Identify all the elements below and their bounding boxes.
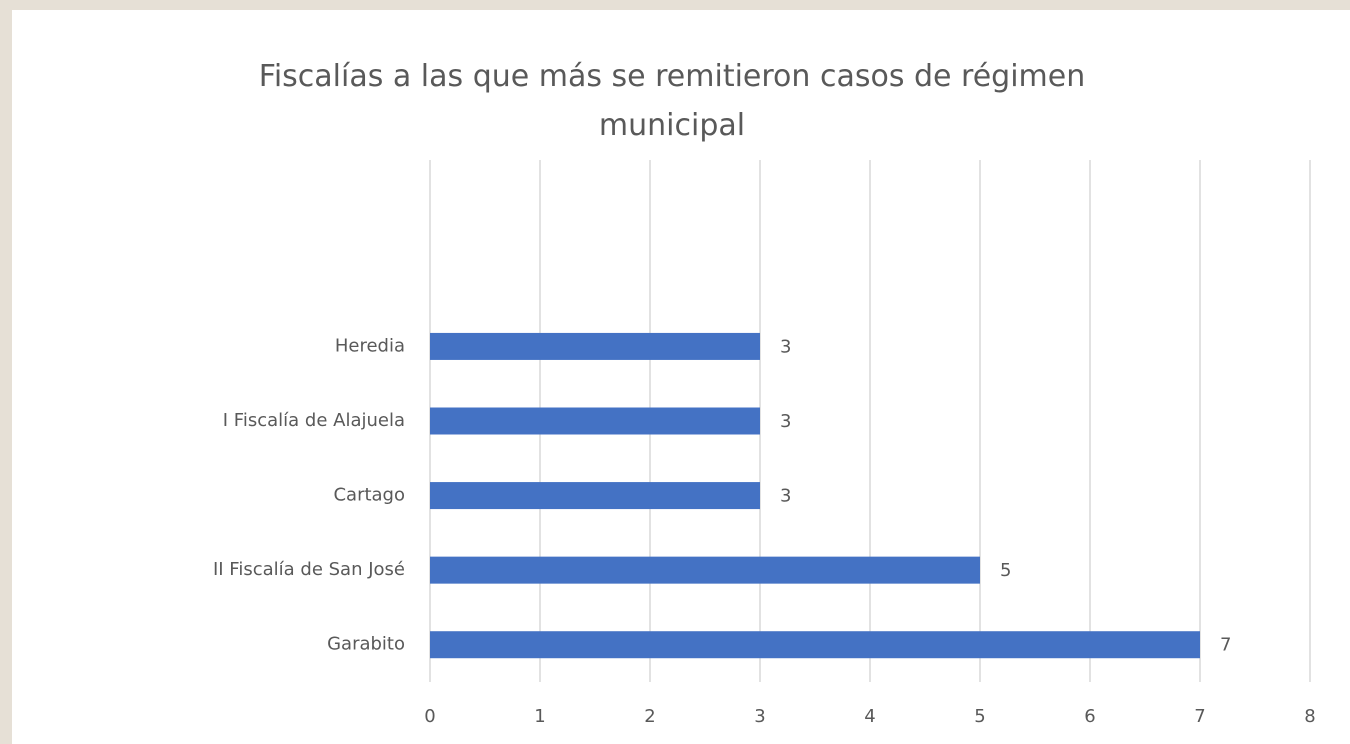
bar [430,407,760,435]
y-tick-label: I Fiscalía de Alajuela [223,410,405,431]
x-tick-label: 7 [1194,706,1205,727]
x-tick-label: 2 [644,706,655,727]
bar [430,482,760,510]
y-tick-label: II Fiscalía de San José [213,559,405,580]
y-tick-label: Cartago [333,485,405,506]
x-tick-label: 3 [754,706,765,727]
x-tick-label: 1 [534,706,545,727]
bar [430,332,760,360]
value-label: 5 [1000,560,1011,581]
x-tick-label: 6 [1084,706,1095,727]
value-label: 3 [780,336,791,357]
x-tick-label: 8 [1304,706,1315,727]
chart-panel [12,10,1350,744]
bar [430,556,980,584]
x-tick-label: 4 [864,706,875,727]
y-tick-label: Heredia [335,335,405,356]
x-tick-label: 0 [424,706,435,727]
value-label: 7 [1220,635,1231,656]
value-label: 3 [780,411,791,432]
chart-title: Fiscalías a las que más se remitieron ca… [258,59,1086,143]
x-tick-label: 5 [974,706,985,727]
value-label: 3 [780,486,791,507]
y-tick-label: Garabito [327,634,405,655]
bar [430,631,1200,659]
